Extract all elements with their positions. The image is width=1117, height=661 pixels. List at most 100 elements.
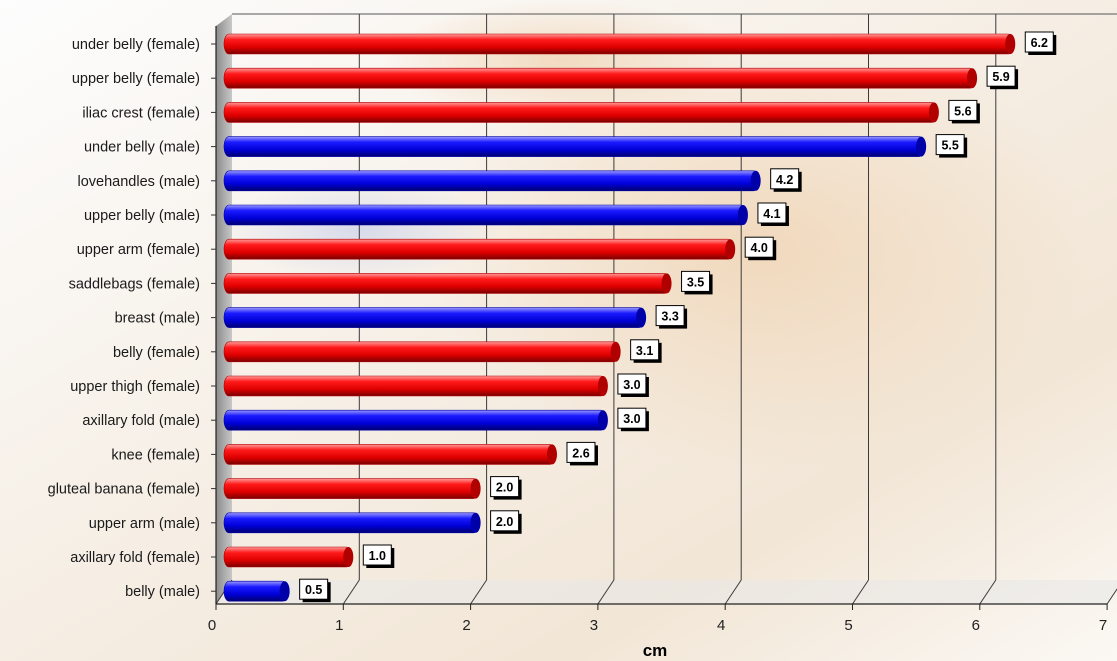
bar-end-cap (470, 512, 481, 533)
bar-end-cap (916, 136, 927, 157)
x-axis-title: cm (643, 641, 668, 660)
bar-end-cap (597, 376, 608, 396)
bar-female (223, 273, 670, 294)
value-label-box (986, 65, 1016, 87)
category-label: under belly (female) (72, 37, 200, 53)
category-label: gluteal banana (female) (48, 482, 200, 498)
bar-end-cap (1005, 34, 1016, 54)
bar-end-cap (636, 307, 647, 328)
x-tick-label: 6 (972, 617, 980, 634)
x-tick-label: 1 (335, 617, 343, 634)
value-label-box (617, 407, 647, 429)
value-label-box (566, 441, 596, 463)
value-label: 0.5 (305, 583, 322, 597)
floor-grid-line (852, 579, 869, 605)
value-label-box (1024, 31, 1054, 53)
x-tick-label: 0 (208, 617, 216, 634)
category-label: upper arm (male) (89, 516, 200, 532)
value-label-box (655, 305, 685, 327)
value-label: 1.0 (369, 549, 386, 563)
value-label-box (681, 270, 711, 292)
x-tick-label: 7 (1099, 617, 1107, 634)
category-label: axillary fold (male) (82, 413, 200, 429)
bar-end-cap (725, 239, 736, 260)
value-label-box (770, 168, 800, 190)
value-label: 4.0 (751, 241, 768, 255)
value-label: 3.0 (623, 378, 640, 392)
bar-end-cap (737, 205, 748, 225)
category-label: saddlebags (female) (69, 276, 200, 292)
floor-grid-line (1106, 588, 1117, 605)
bar-end-cap (750, 170, 761, 191)
value-label-box (757, 202, 787, 224)
bar-female (223, 238, 734, 260)
value-label-box (617, 373, 647, 395)
value-label: 5.9 (992, 70, 1009, 84)
bar-male (223, 136, 925, 157)
value-label: 3.3 (661, 310, 678, 324)
bar-female (223, 478, 479, 499)
bar-end-cap (279, 581, 290, 602)
floor-grid-line (979, 579, 997, 605)
category-label: knee (female) (111, 447, 200, 463)
bar-male (223, 307, 645, 328)
value-label: 4.2 (776, 173, 793, 187)
bars-layer (223, 33, 1016, 602)
value-label-box (299, 578, 329, 600)
value-label: 3.1 (636, 344, 653, 358)
category-label: lovehandles (male) (77, 174, 200, 190)
bar-female (223, 102, 938, 123)
value-label-box (948, 99, 978, 121)
value-label: 5.6 (954, 104, 971, 118)
x-tick-label: 2 (462, 617, 470, 634)
chart-floor (216, 580, 1117, 604)
bar-female (223, 444, 556, 465)
bar-male (223, 580, 288, 602)
bar-female (223, 546, 352, 568)
category-label: upper arm (female) (77, 242, 200, 258)
value-label: 6.2 (1031, 36, 1048, 50)
bar-female (223, 375, 607, 397)
category-label: upper belly (male) (84, 208, 200, 224)
bar-end-cap (928, 102, 939, 123)
category-label: belly (male) (125, 584, 200, 600)
floor-grid-line (597, 579, 615, 605)
value-label: 2.0 (496, 515, 513, 529)
bar-female (223, 341, 619, 363)
category-label: iliac crest (female) (82, 105, 200, 121)
background-photo-blob (380, 0, 740, 120)
bar-male (223, 512, 479, 534)
value-label: 2.6 (572, 446, 589, 460)
floor-grid-line (342, 579, 360, 605)
value-label-box (744, 236, 774, 258)
value-label: 5.5 (941, 139, 958, 153)
category-label: upper thigh (female) (70, 379, 200, 395)
value-label-box (935, 134, 965, 156)
value-label: 3.0 (623, 412, 640, 426)
floor-grid-line (724, 579, 742, 605)
bar-female (223, 33, 1014, 55)
value-label-box (362, 544, 392, 566)
category-label: belly (female) (113, 345, 200, 361)
bar-end-cap (597, 410, 608, 431)
category-label: upper belly (female) (72, 71, 200, 87)
category-label: breast (male) (115, 311, 200, 327)
bar-male (223, 409, 607, 431)
bar-male (223, 204, 747, 226)
bar-end-cap (546, 444, 557, 465)
x-tick-label: 4 (717, 617, 725, 634)
value-label: 3.5 (687, 275, 704, 289)
x-tick-label: 5 (844, 617, 852, 634)
value-label-box (490, 510, 520, 532)
labels-layer: under belly (female) 6.2 upper belly (fema… (48, 31, 1057, 603)
value-label: 4.1 (763, 207, 780, 221)
bar-male (223, 170, 759, 192)
floor-grid-line (470, 579, 488, 605)
category-label: under belly (male) (84, 140, 200, 156)
ticks-layer: 0 1 2 3 4 5 6 7 (208, 26, 1108, 634)
value-label: 2.0 (496, 481, 513, 495)
bar-end-cap (343, 547, 354, 567)
bar-female (223, 67, 976, 89)
